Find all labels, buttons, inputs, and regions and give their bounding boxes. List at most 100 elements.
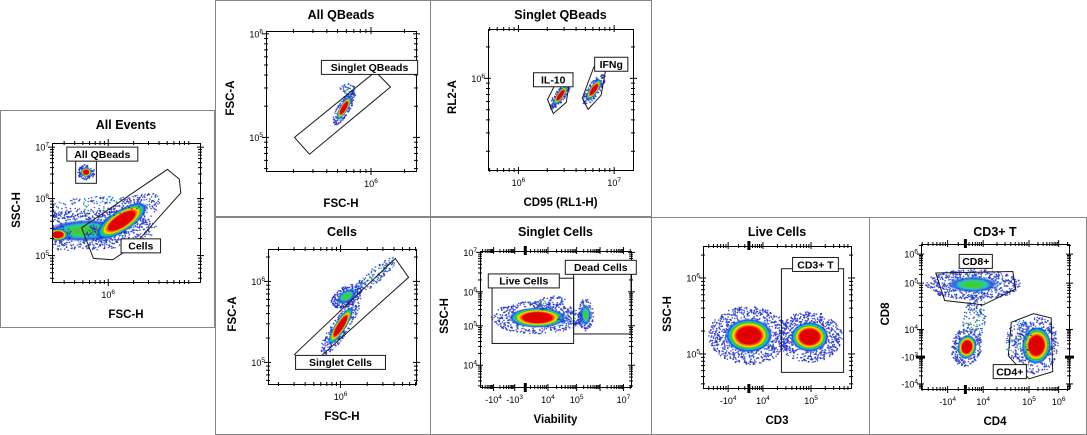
gate-cd4-pos: CD4+ (992, 313, 1054, 380)
tick-label: 107 (607, 177, 621, 188)
tick-label: 105 (463, 320, 477, 331)
plot-title: Live Cells (747, 225, 807, 239)
tick-label: 107 (463, 247, 477, 258)
gate-label: IFNg (600, 59, 623, 71)
tick-label: 105 (251, 357, 265, 368)
plot-title: Cells (327, 225, 357, 239)
density-blob (508, 307, 567, 328)
density-blob (553, 85, 568, 106)
y-ticks: 106 (471, 46, 637, 152)
gate-label-box (295, 354, 386, 370)
tick-label: 107 (617, 394, 631, 405)
x-axis-label: FSC-H (324, 411, 360, 423)
tick-label: 106 (249, 28, 263, 39)
plot-canvas: 106 107 106 IL-10 IFNg (471, 25, 637, 188)
tick-label: 105 (904, 278, 918, 289)
gate-label-box (958, 253, 993, 269)
x-axis-label: Viability (533, 414, 578, 426)
gate-label: CD3+ T (797, 259, 834, 271)
y-ticks: 107 106 105 (35, 142, 204, 279)
tick-label: 104 (756, 395, 770, 406)
gate-label: CD8+ (962, 256, 989, 268)
plot-canvas: 106 106 105 Singlet Cells (251, 245, 420, 402)
x-axis-label: CD95 (RL1-H) (523, 197, 598, 209)
gate-label-box (533, 72, 574, 88)
x-ticks: 106 (63, 139, 190, 300)
panel-all-qbeads: All QBeads FSC-A FSC-H 106 106 105 Singlet QBe… (215, 0, 431, 217)
tick-label: 105 (686, 348, 700, 359)
gate-label-box (992, 364, 1027, 380)
panel-cd3-t: CD3+ T CD8 CD4 -104 104 105 106 106 105 104 -103 -1… (869, 217, 1087, 435)
gate-label-box (120, 238, 162, 254)
tick-label: 104 (541, 394, 555, 405)
gate-singlet-cells: Singlet Cells (293, 257, 410, 370)
x-axis-label: CD4 (983, 416, 1007, 428)
tick-label: -104 (939, 396, 956, 407)
gate-dead-cells: Dead Cells (564, 259, 637, 335)
plot-title: Singlet Cells (517, 225, 594, 239)
gate-cells: Cells (80, 168, 182, 261)
panel-all-events: All Events SSC-H FSC-H 106 107 106 105 All QBea… (0, 110, 215, 328)
gate-cd8-pos: CD8+ (935, 253, 1017, 306)
tick-label: -104 (901, 378, 918, 389)
x-ticks: 106 (292, 27, 405, 189)
y-ticks: 106 105 (251, 256, 420, 381)
gate-label: Cells (128, 241, 153, 253)
density-blob (80, 167, 92, 177)
plot-canvas: 106 106 105 Singlet QBeads (249, 27, 420, 189)
panel-singlet-qbeads: Singlet QBeads RL2-A CD95 (RL1-H) 106 107 106… (430, 0, 652, 217)
tick-label: 106 (35, 193, 49, 204)
gate-label-box (66, 146, 139, 162)
tick-label: 106 (686, 272, 700, 283)
gate-ifng: IFNg (581, 56, 629, 111)
tick-label: 106 (512, 177, 526, 188)
density-blob (725, 318, 773, 353)
density-blob (52, 228, 69, 241)
tick-label: 106 (251, 276, 265, 287)
density-blob (947, 276, 998, 293)
plot-title: All QBeads (307, 8, 375, 22)
gate-label-box (564, 259, 637, 275)
gate-label-box (320, 59, 419, 75)
tick-label: 106 (334, 391, 348, 402)
noise-dots (352, 256, 396, 295)
density-blob (96, 202, 148, 240)
x-ticks: 106 (277, 245, 417, 402)
gate-label: Singlet Cells (309, 357, 372, 369)
tick-label: 105 (804, 395, 818, 406)
density-blob (790, 321, 829, 352)
y-ticks: 106 105 104 -103 -104 (901, 244, 1074, 389)
noise-dots (530, 295, 566, 311)
tick-label: 106 (364, 178, 378, 189)
tick-label: 104 (463, 360, 477, 371)
gate-label: Live Cells (499, 276, 548, 288)
gate-label: Singlet QBeads (331, 62, 409, 74)
gate-label: All QBeads (74, 149, 130, 161)
tick-label: 106 (463, 286, 477, 297)
noise-dots (1005, 320, 1032, 360)
plot-canvas: 106 107 106 105 All QBeads Cells (35, 139, 204, 300)
tick-label: 106 (101, 289, 115, 300)
density-blob (957, 334, 977, 360)
tick-label: 107 (35, 142, 49, 153)
plot-title: Singlet QBeads (514, 8, 607, 22)
plot-border (268, 249, 417, 385)
density-layer (925, 268, 1059, 375)
tick-label: 105 (570, 394, 584, 405)
y-ticks: 106 105 (686, 254, 855, 385)
plot-border (921, 244, 1070, 390)
gate-label: Dead Cells (574, 262, 628, 274)
x-axis-label: FSC-H (323, 198, 359, 210)
gate-label: CD4+ (996, 366, 1023, 378)
gate-il-10: IL-10 (533, 72, 574, 115)
density-layer (320, 256, 396, 358)
panel-singlet-cells: Singlet Cells SSC-H Viability -104 -103 104 10… (430, 217, 652, 435)
density-blob (327, 306, 354, 346)
x-ticks: -104 104 105 (708, 241, 849, 406)
plot-border (266, 31, 417, 172)
tick-label: -103 (506, 394, 523, 405)
density-blob (1021, 326, 1052, 365)
tick-label: 104 (976, 396, 990, 407)
tick-label: 105 (1022, 396, 1036, 407)
plot-canvas: -104 -103 104 105 107 107 106 105 104 Live Cells D… (463, 246, 637, 405)
